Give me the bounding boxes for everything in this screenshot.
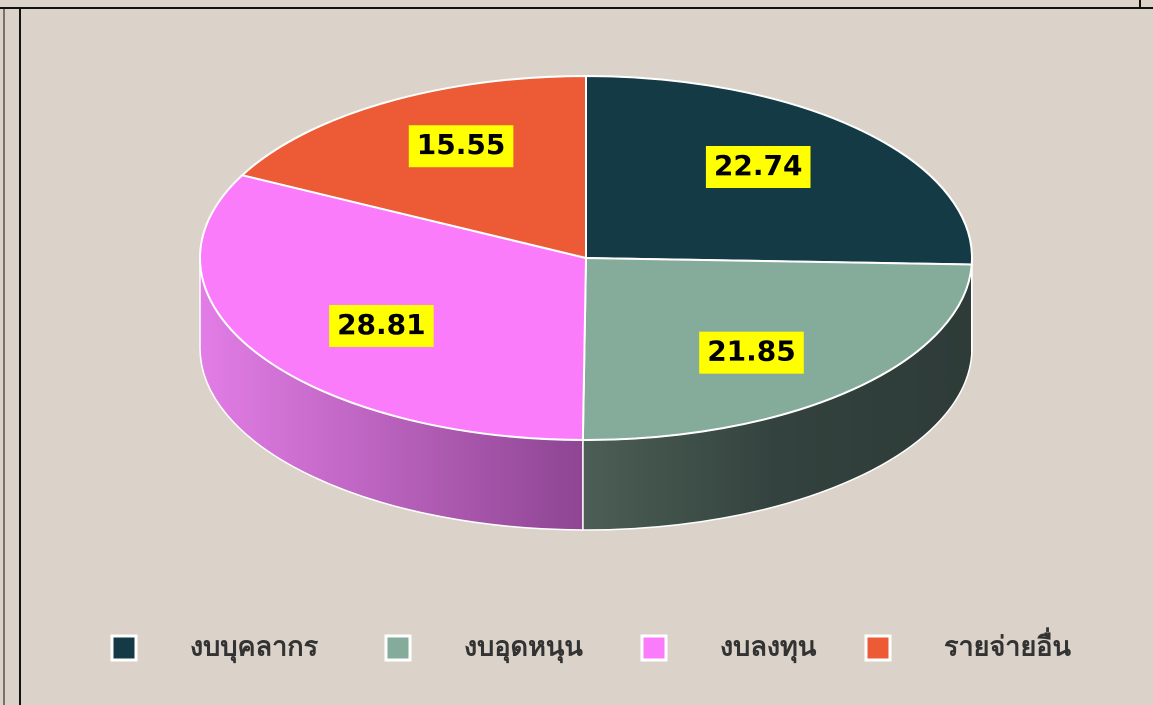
legend-label: รายจ่ายอื่น	[944, 627, 1072, 663]
legend-swatch	[110, 634, 138, 662]
data-label: 22.74	[714, 149, 803, 182]
labels: 22.74 21.85 28.81 15.55	[329, 125, 811, 374]
data-label: 15.55	[417, 128, 506, 161]
slices	[199, 74, 973, 441]
label-background	[329, 304, 434, 347]
legend-swatch	[384, 634, 412, 662]
label-background	[705, 145, 811, 188]
label-background	[408, 125, 514, 168]
data-label: 28.81	[337, 308, 426, 341]
data-label: 21.85	[707, 335, 796, 368]
label-background	[699, 331, 804, 374]
legend-swatch	[864, 634, 892, 662]
legend: งบบุคลากร งบอุดหนุน งบลงทุน รายจ่ายอื่น	[110, 627, 1072, 664]
legend-label: งบลงทุน	[720, 632, 817, 664]
legend-label: งบบุคลากร	[190, 632, 319, 664]
legend-label: งบอุดหนุน	[464, 632, 583, 664]
legend-swatch	[640, 634, 668, 662]
